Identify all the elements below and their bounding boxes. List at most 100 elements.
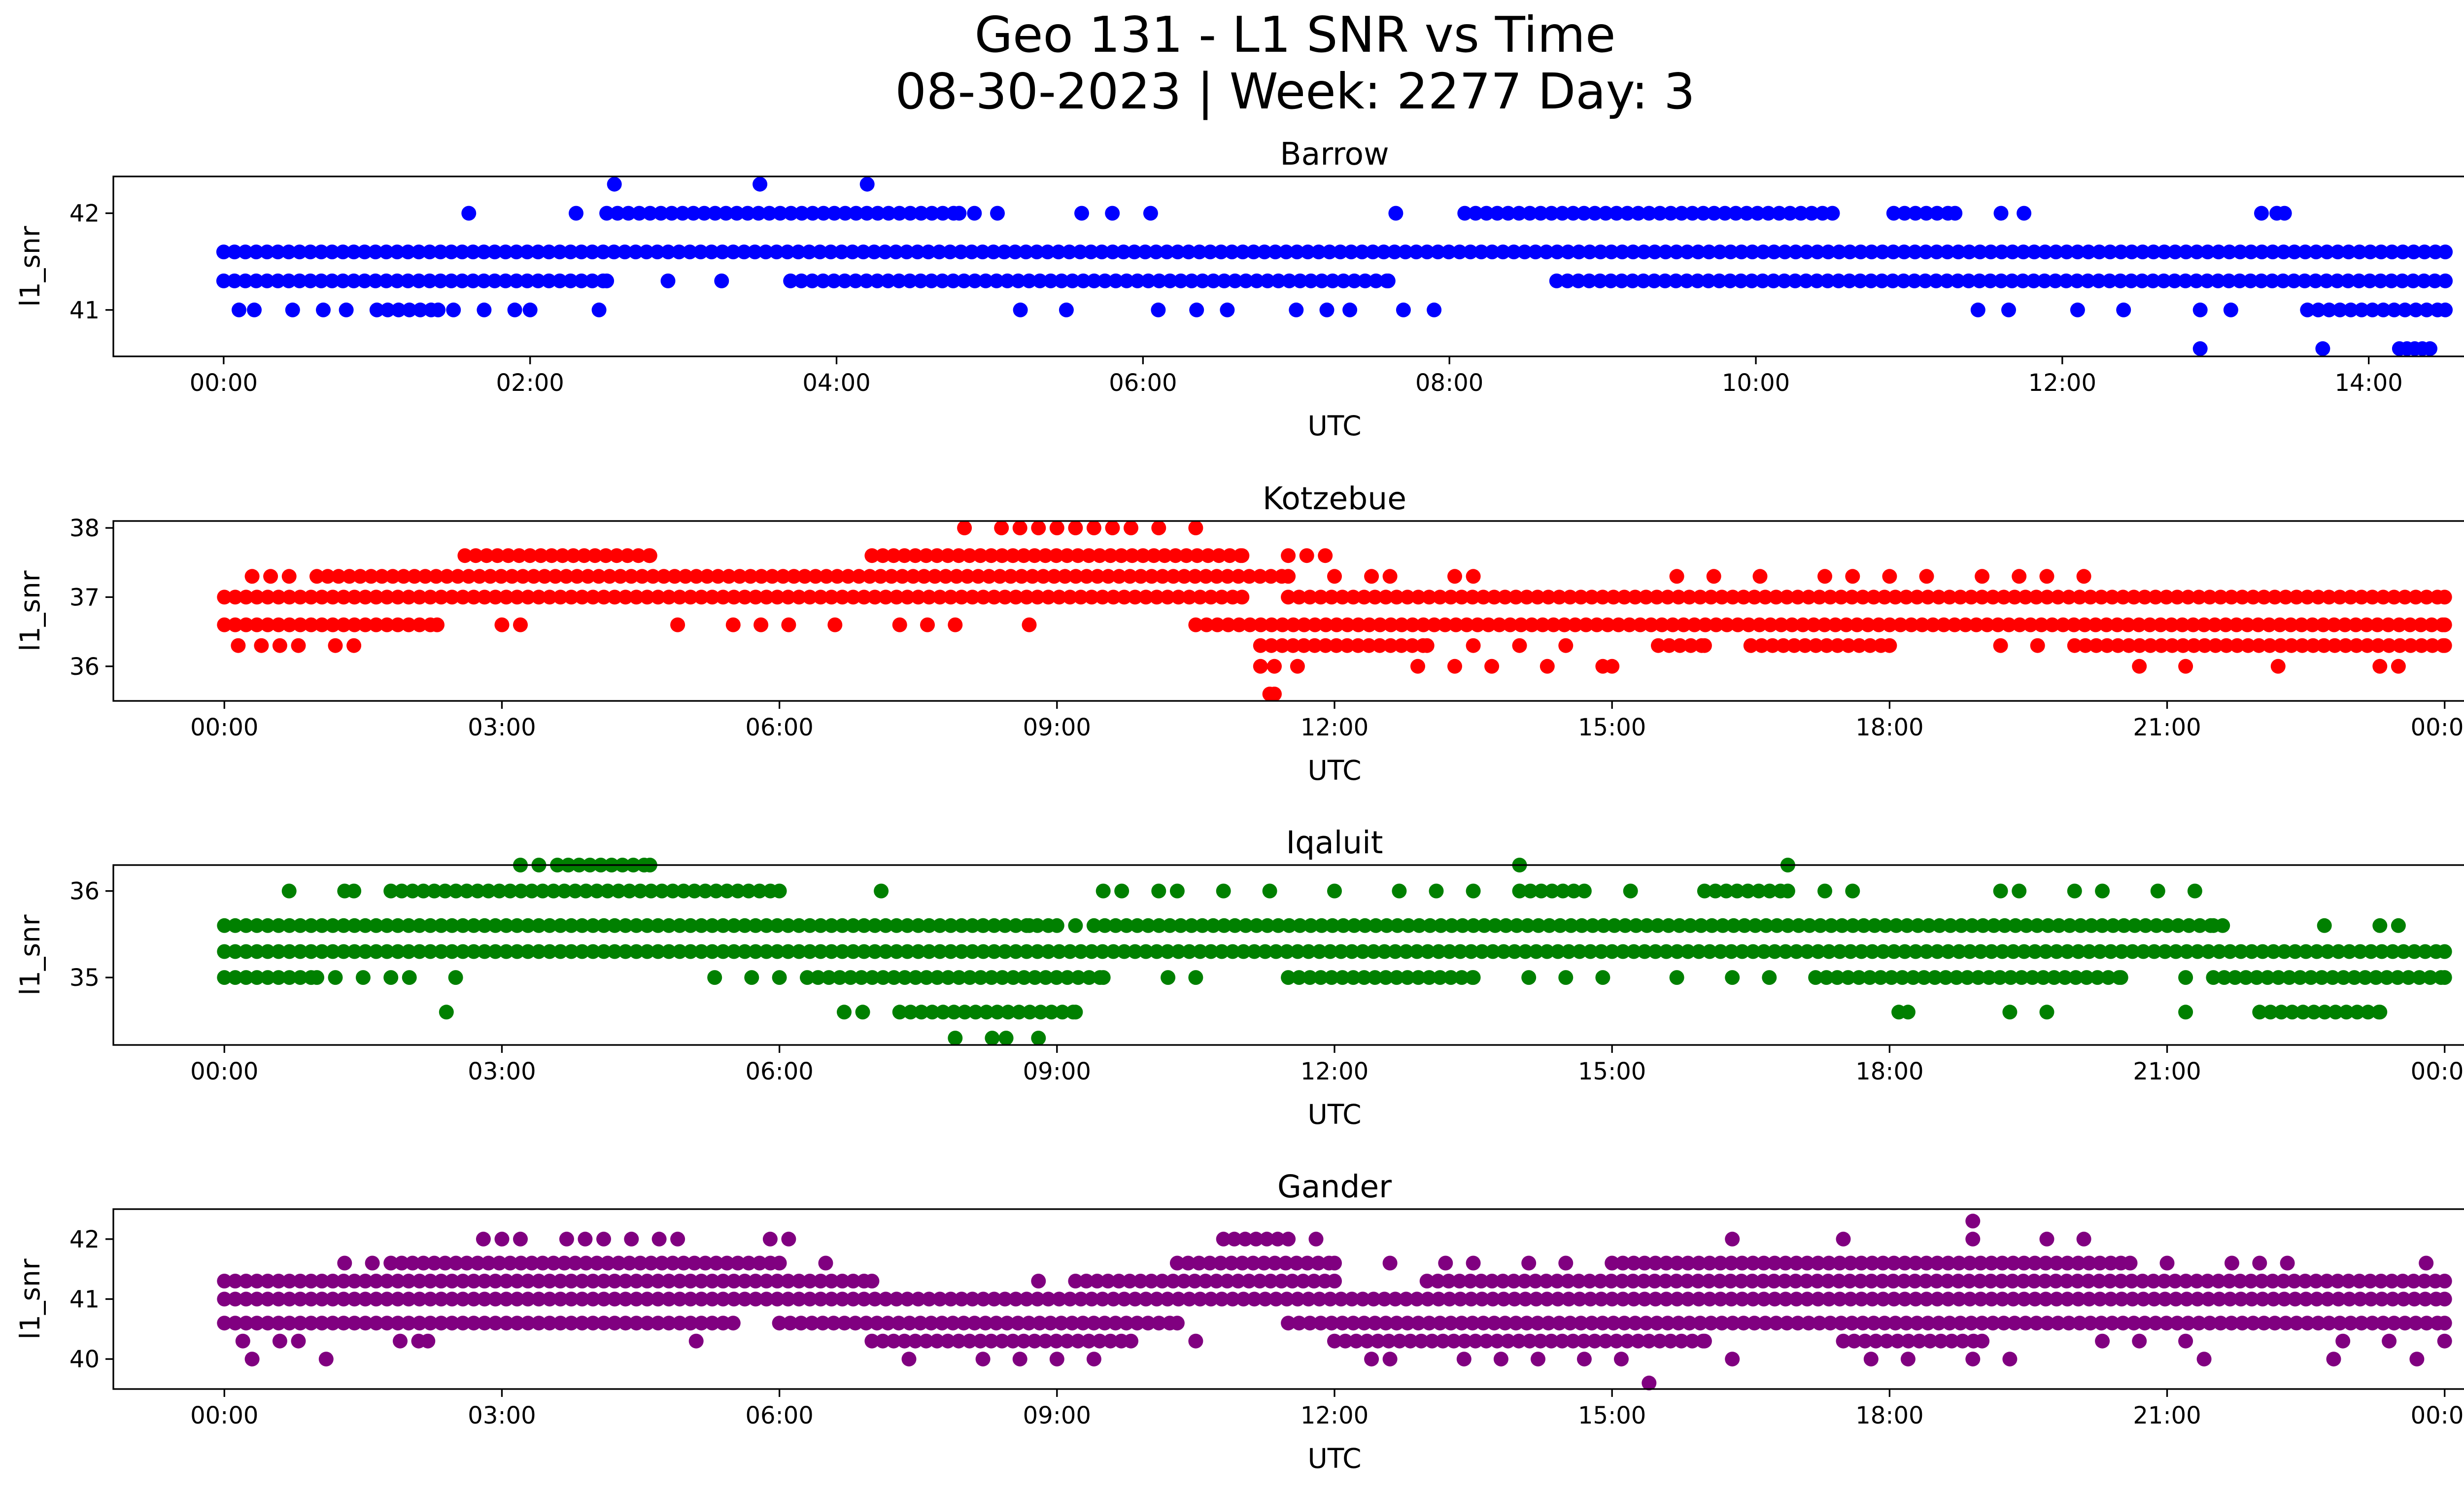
gander-point: [2300, 1316, 2315, 1331]
gander-point: [1422, 1316, 1437, 1331]
gander-point: [2048, 1274, 2063, 1288]
iqaluit-point: [2068, 970, 2084, 985]
kotzebue-point: [1797, 638, 1813, 653]
kotzebue-point: [602, 569, 617, 584]
kotzebue-point: [1519, 590, 1535, 605]
gander-point: [1027, 1333, 1042, 1349]
kotzebue-point: [1990, 617, 2006, 632]
gander-point: [420, 1333, 436, 1349]
kotzebue-point: [1394, 617, 1409, 632]
kotzebue-point: [2154, 638, 2169, 653]
kotzebue-point: [553, 590, 568, 605]
gander-point: [466, 1274, 481, 1288]
barrow-point: [2221, 273, 2236, 288]
gander-point: [2082, 1291, 2097, 1307]
gander-point: [260, 1274, 275, 1288]
kotzebue-point: [2251, 617, 2266, 632]
kotzebue-point: [938, 569, 953, 584]
kotzebue-point: [852, 569, 866, 584]
gander-point: [1216, 1231, 1231, 1247]
gander-point: [878, 1291, 893, 1307]
iqaluit-point: [1975, 918, 1990, 933]
barrow-point: [1054, 273, 1069, 288]
iqaluit-point: [1997, 918, 2012, 933]
barrow-point: [2330, 244, 2345, 260]
barrow-point: [729, 206, 745, 221]
iqaluit-point: [802, 944, 818, 959]
iqaluit-point: [2317, 918, 2332, 933]
barrow-point: [1224, 244, 1239, 260]
kotzebue-point: [911, 590, 926, 605]
gander-point: [1888, 1316, 1903, 1331]
gander-point: [607, 1291, 622, 1307]
gander-point: [481, 1255, 496, 1271]
gander-point: [2147, 1291, 2162, 1307]
kotzebue-point: [1411, 590, 1426, 605]
iqaluit-point: [824, 944, 839, 959]
iqaluit-point: [379, 944, 395, 959]
gander-point: [434, 1291, 449, 1307]
barrow-point: [2167, 244, 2183, 260]
gander-point: [651, 1231, 667, 1247]
iqaluit-point: [2217, 970, 2232, 985]
kotzebue-point: [461, 569, 476, 584]
kotzebue-point: [2018, 590, 2033, 605]
kotzebue-point: [897, 548, 912, 563]
barrow-point: [2406, 244, 2421, 260]
kotzebue-point: [2207, 617, 2223, 632]
kotzebue-point: [2197, 638, 2212, 653]
gander-point: [1241, 1274, 1257, 1288]
barrow-point: [2070, 244, 2085, 260]
iqaluit-point: [719, 883, 735, 899]
iqaluit-point: [998, 1031, 1014, 1045]
gander-point: [1940, 1274, 1955, 1288]
kotzebue-point: [1307, 617, 1323, 632]
gander-point: [1674, 1333, 1689, 1349]
gander-point: [1704, 1316, 1719, 1331]
gander-point: [1571, 1274, 1586, 1288]
barrow-point: [1143, 206, 1158, 221]
gander-point: [1188, 1333, 1203, 1349]
barrow-point: [693, 244, 708, 260]
gander-point: [314, 1291, 330, 1307]
barrow-point: [1701, 244, 1716, 260]
barrow-point: [848, 273, 863, 288]
kotzebue-point: [1673, 638, 1687, 653]
barrow-point: [606, 244, 621, 260]
barrow-x-tick-label: 08:00: [1415, 369, 1483, 397]
barrow-point: [1690, 244, 1706, 260]
iqaluit-point: [1544, 883, 1560, 899]
iqaluit-point: [355, 970, 371, 985]
kotzebue-point: [1714, 590, 1730, 605]
iqaluit-point: [1927, 970, 1943, 985]
iqaluit-point: [1443, 970, 1459, 985]
gander-point: [470, 1255, 485, 1271]
kotzebue-point: [1639, 590, 1654, 605]
kotzebue-point: [1530, 590, 1545, 605]
iqaluit-point: [2073, 918, 2088, 933]
iqaluit-point: [1800, 944, 1815, 959]
gander-point: [2288, 1291, 2303, 1307]
panel-iqaluit-title: Iqaluit: [1286, 825, 1383, 861]
kotzebue-point: [1743, 638, 1758, 653]
iqaluit-point: [661, 918, 677, 933]
gander-point: [1560, 1274, 1575, 1288]
barrow-point: [714, 273, 729, 288]
gander-point: [650, 1316, 666, 1331]
barrow-point: [487, 273, 502, 288]
barrow-point: [1711, 273, 1727, 288]
barrow-point: [2223, 302, 2238, 317]
kotzebue-point: [440, 569, 454, 584]
kotzebue-point: [423, 590, 438, 605]
iqaluit-point: [1873, 970, 1888, 985]
gander-point: [1030, 1291, 1045, 1307]
iqaluit-point: [2347, 970, 2362, 985]
barrow-point: [2192, 341, 2208, 356]
iqaluit-point: [2407, 944, 2422, 959]
gander-point: [672, 1316, 687, 1331]
iqaluit-point: [260, 918, 275, 933]
gander-point: [347, 1316, 362, 1331]
gander-point: [1124, 1333, 1138, 1349]
iqaluit-point: [1466, 883, 1481, 899]
kotzebue-point: [2143, 638, 2158, 653]
